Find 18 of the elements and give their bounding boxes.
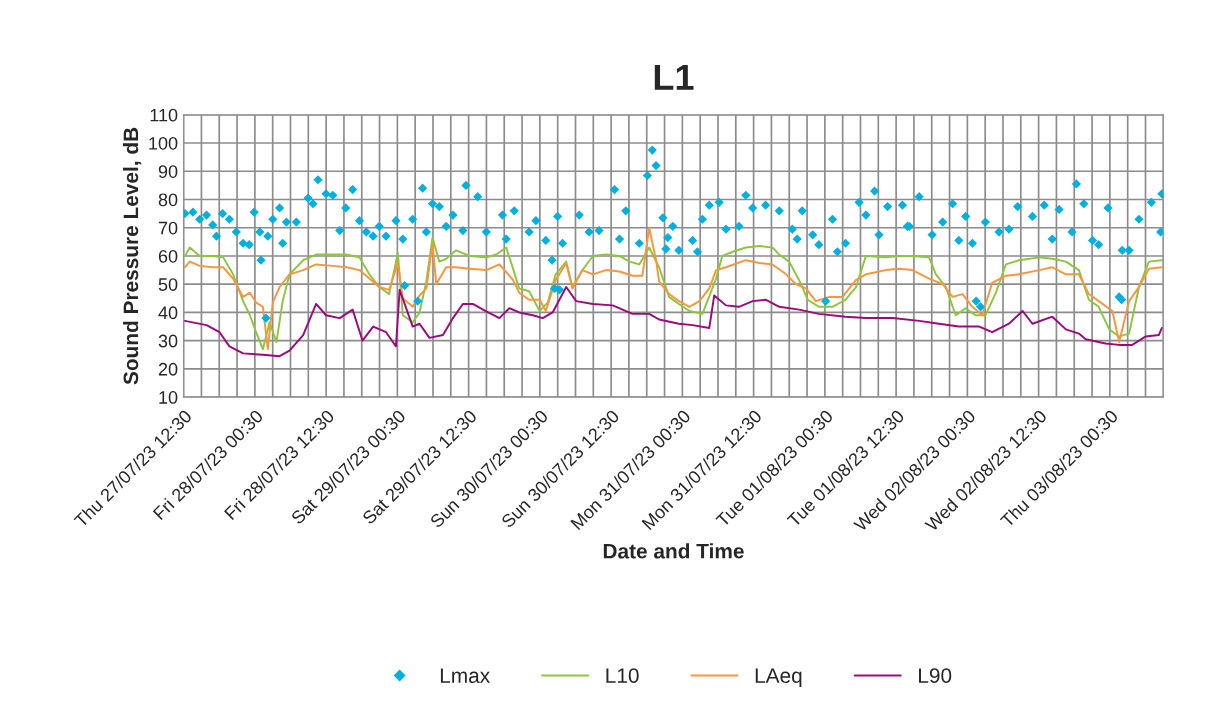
x-axis-title: Date and Time (603, 543, 744, 559)
legend-label: L10 (606, 668, 639, 683)
legend-label: L90 (919, 668, 952, 683)
y-axis-title: Sound Pressure Level, dB (122, 127, 142, 385)
legend-label: Lmax (440, 668, 490, 683)
y-tick-label: 30 (158, 334, 178, 348)
y-tick-label: 40 (158, 306, 178, 320)
y-tick-label: 60 (158, 249, 178, 263)
chart-title: L1 (654, 64, 694, 90)
y-tick-label: 110 (150, 108, 178, 122)
y-tick-label: 50 (158, 278, 178, 291)
y-tick-label: 70 (158, 221, 178, 235)
y-tick-label: 100 (149, 136, 178, 150)
y-tick-label: 20 (158, 362, 178, 376)
legend-label: LAeq (755, 668, 802, 688)
y-tick-label: 90 (158, 165, 178, 178)
y-tick-label: 10 (159, 391, 178, 404)
y-tick-label: 80 (158, 193, 178, 207)
